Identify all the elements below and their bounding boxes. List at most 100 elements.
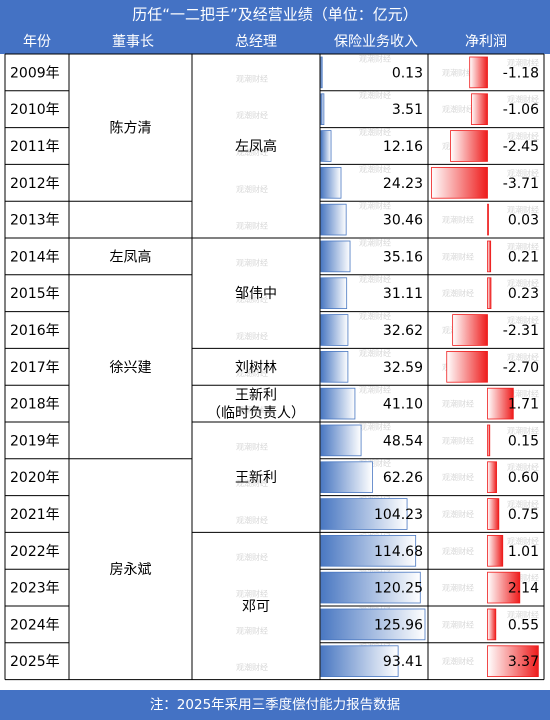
year-cell: 2020年 [10, 470, 60, 486]
revenue-bar [320, 645, 399, 677]
watermark-text: 观潮财经 [359, 53, 391, 63]
net-profit-bar [487, 461, 497, 493]
net-profit-bar [431, 166, 488, 199]
header-revenue: 保险业务收入 [334, 34, 418, 50]
watermark-text: 观潮财经 [236, 73, 268, 83]
net-profit-bar [487, 535, 504, 567]
header-row [0, 28, 550, 54]
net-profit-bar [487, 498, 500, 530]
watermark-text: 观潮财经 [236, 257, 268, 267]
table-title: 历任“一二把手”及经营业绩（单位：亿元） [132, 6, 418, 24]
watermark-text: 观潮财经 [507, 536, 539, 546]
revenue-bar [320, 277, 348, 309]
title-bar [0, 0, 550, 28]
watermark-text: 观潮财经 [507, 205, 539, 215]
net-profit-value: 3.37 [508, 654, 539, 670]
watermark-text: 观潮财经 [507, 462, 539, 472]
year-cell: 2014年 [10, 249, 60, 265]
watermark-text: 观潮财经 [236, 331, 268, 341]
revenue-value: 93.41 [383, 654, 423, 670]
watermark-text: 观潮财经 [442, 399, 474, 409]
revenue-value: 30.46 [383, 213, 423, 229]
general-manager-cell: 邹伟中 [235, 286, 277, 302]
year-cell: 2016年 [10, 323, 60, 339]
watermark-text: 观潮财经 [442, 583, 474, 593]
chairman-cell: 房永斌 [110, 562, 152, 578]
chairman-cell: 左凤高 [110, 248, 152, 265]
watermark-text: 观潮财经 [507, 315, 539, 325]
watermark-text: 观潮财经 [507, 168, 539, 178]
watermark-text: 观潮财经 [359, 274, 391, 284]
header-chairman: 董事长 [112, 34, 154, 50]
net-profit-bar [450, 130, 488, 162]
general-manager-cell: （临时负责人） [207, 406, 305, 422]
watermark-text: 观潮财经 [442, 509, 474, 519]
general-manager-cell: 王新利 [235, 470, 277, 486]
watermark-text: 观潮财经 [236, 147, 268, 157]
revenue-bar [320, 571, 421, 604]
footnote: 注：2025年采用三季度偿付能力报告数据 [150, 697, 400, 713]
revenue-value: 32.62 [383, 323, 423, 339]
general-manager-cell: 邓可 [242, 599, 270, 615]
net-profit-value: -2.31 [503, 323, 539, 339]
watermark-text: 观潮财经 [442, 435, 474, 445]
net-profit-value: 0.75 [508, 507, 539, 523]
watermark-text: 观潮财经 [359, 348, 391, 358]
revenue-value: 24.23 [383, 176, 423, 192]
net-profit-value: 0.60 [508, 470, 539, 486]
header-year: 年份 [23, 34, 51, 50]
watermark-text: 观潮财经 [236, 110, 268, 120]
watermark-text: 观潮财经 [507, 94, 539, 104]
net-profit-bar [487, 645, 539, 677]
general-manager-cell: 王新利 [235, 388, 277, 404]
chairman-cell: 徐兴建 [110, 360, 152, 376]
net-profit-value: 1.01 [508, 544, 539, 560]
watermark-text: 观潮财经 [442, 472, 474, 482]
watermark-text: 观潮财经 [359, 201, 391, 211]
watermark-text: 观潮财经 [359, 90, 391, 100]
net-profit-bar [487, 424, 491, 457]
revenue-bar [320, 240, 351, 273]
revenue-bar [320, 130, 332, 162]
watermark-text: 观潮财经 [236, 589, 268, 599]
revenue-bar [320, 166, 342, 199]
watermark-text: 观潮财经 [236, 478, 268, 488]
watermark-text: 观潮财经 [507, 573, 539, 583]
revenue-value: 41.10 [383, 397, 423, 413]
year-cell: 2011年 [10, 139, 60, 155]
revenue-value: 3.51 [392, 102, 423, 118]
watermark-text: 观潮财经 [442, 251, 474, 261]
watermark-text: 观潮财经 [442, 288, 474, 298]
watermark-text: 观潮财经 [236, 662, 268, 672]
watermark-text: 观潮财经 [359, 421, 391, 431]
net-profit-bar [471, 93, 488, 126]
net-profit-value: 0.21 [508, 249, 539, 265]
revenue-bar [320, 498, 408, 530]
net-profit-value: -2.70 [503, 360, 539, 376]
year-cell: 2023年 [10, 581, 60, 597]
net-profit-bar [452, 314, 488, 346]
year-cell: 2021年 [10, 507, 60, 523]
revenue-value: 62.26 [383, 470, 423, 486]
revenue-bar [320, 314, 349, 346]
watermark-text: 观潮财经 [442, 215, 474, 225]
year-cell: 2025年 [10, 654, 60, 670]
watermark-text: 观潮财经 [236, 405, 268, 415]
revenue-value: 120.25 [374, 581, 423, 597]
net-profit-value: -3.71 [503, 176, 539, 192]
revenue-value: 104.23 [374, 507, 423, 523]
watermark-text: 观潮财经 [236, 625, 268, 635]
revenue-value: 12.16 [383, 139, 423, 155]
year-cell: 2022年 [10, 544, 60, 560]
watermark-text: 观潮财经 [236, 441, 268, 451]
watermark-text: 观潮财经 [507, 609, 539, 619]
watermark-text: 观潮财经 [359, 385, 391, 395]
net-profit-bar [487, 387, 514, 420]
watermark-text: 观潮财经 [507, 499, 539, 509]
watermark-text: 观潮财经 [442, 619, 474, 629]
general-manager-cell: 刘树林 [235, 360, 277, 376]
watermark-text: 观潮财经 [236, 221, 268, 231]
watermark-text: 观潮财经 [442, 656, 474, 666]
revenue-bar [320, 461, 373, 493]
